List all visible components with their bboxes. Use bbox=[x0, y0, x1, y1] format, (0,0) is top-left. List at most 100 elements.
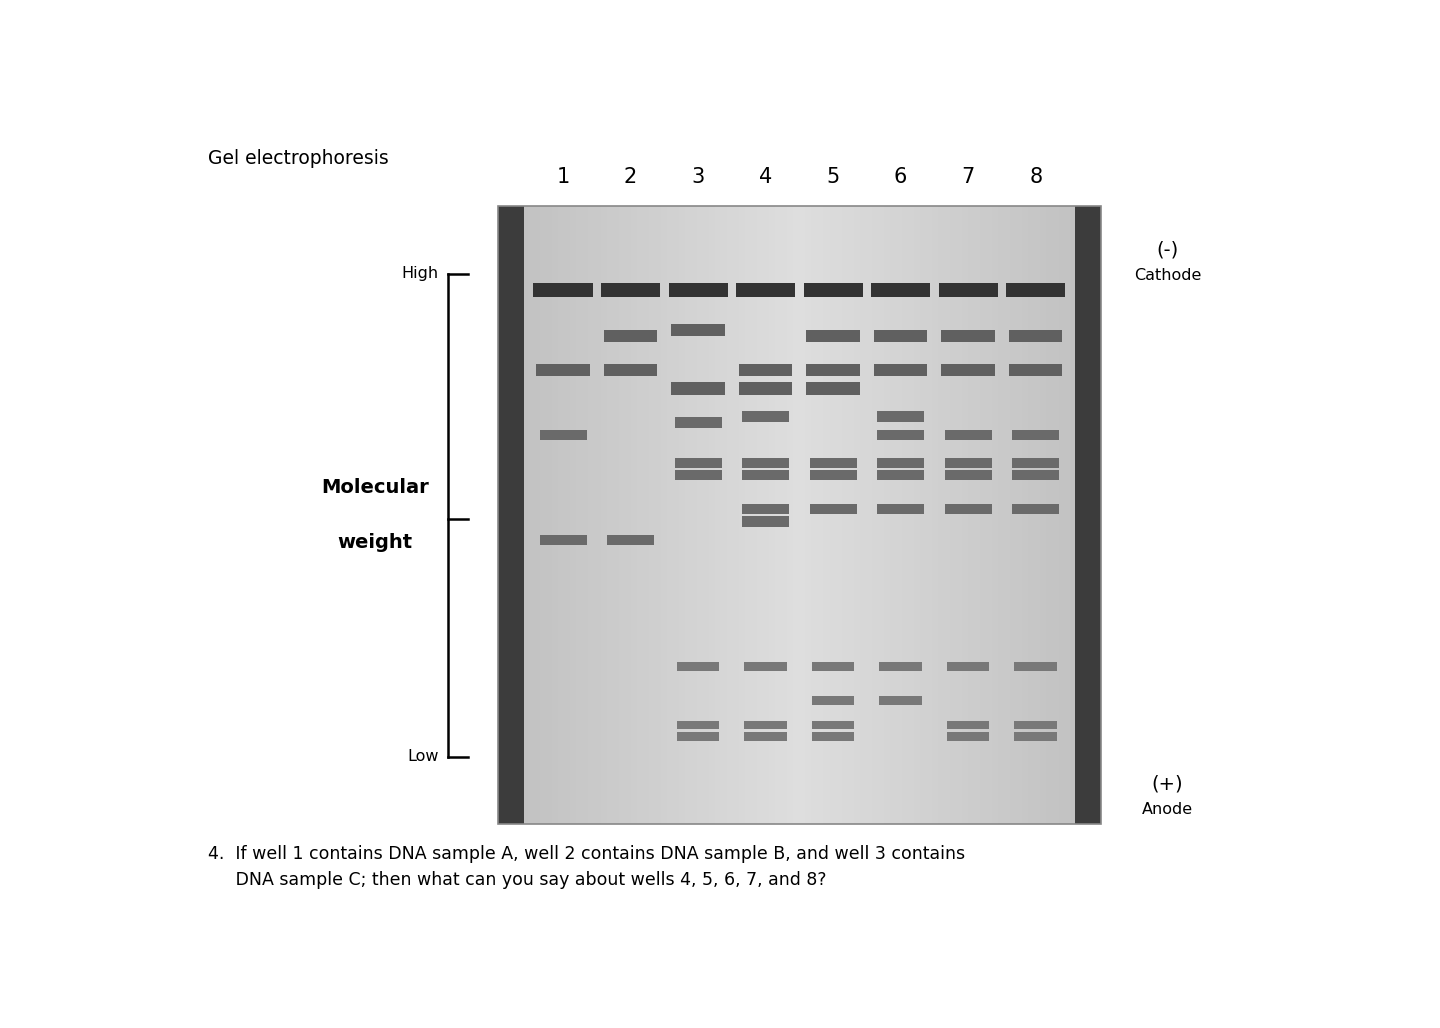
Bar bbox=[608, 535, 654, 545]
Bar bbox=[742, 411, 789, 421]
Bar bbox=[540, 430, 586, 440]
Bar bbox=[962, 207, 968, 823]
Bar bbox=[824, 207, 829, 823]
Bar bbox=[671, 382, 724, 395]
Bar bbox=[841, 207, 848, 823]
Bar bbox=[877, 470, 924, 480]
Bar bbox=[998, 207, 1004, 823]
Bar bbox=[880, 696, 922, 705]
Bar bbox=[523, 207, 528, 823]
Bar bbox=[742, 457, 789, 468]
Bar bbox=[619, 207, 625, 823]
Text: 4: 4 bbox=[759, 167, 772, 187]
Bar bbox=[757, 207, 763, 823]
Bar bbox=[546, 207, 553, 823]
Bar bbox=[742, 470, 789, 480]
Bar bbox=[721, 207, 727, 823]
Bar bbox=[1094, 207, 1100, 823]
Bar bbox=[677, 732, 720, 740]
Text: 1: 1 bbox=[556, 167, 570, 187]
Bar bbox=[890, 207, 896, 823]
Bar bbox=[945, 430, 992, 440]
Bar bbox=[1034, 207, 1041, 823]
Bar bbox=[677, 721, 720, 730]
Bar bbox=[973, 207, 981, 823]
Bar bbox=[986, 207, 992, 823]
Bar bbox=[945, 207, 950, 823]
Bar bbox=[782, 207, 788, 823]
Bar bbox=[805, 207, 811, 823]
Bar bbox=[648, 207, 655, 823]
Bar bbox=[536, 364, 590, 376]
Bar bbox=[752, 207, 757, 823]
Bar bbox=[510, 207, 516, 823]
Bar bbox=[1012, 430, 1060, 440]
Bar bbox=[1015, 732, 1057, 740]
Bar bbox=[896, 207, 901, 823]
Bar bbox=[1015, 721, 1057, 730]
Bar bbox=[948, 721, 989, 730]
Text: 3: 3 bbox=[691, 167, 704, 187]
Bar bbox=[612, 207, 619, 823]
Bar bbox=[1076, 207, 1100, 823]
Text: Cathode: Cathode bbox=[1133, 268, 1201, 283]
Bar bbox=[739, 382, 792, 395]
Bar bbox=[1064, 207, 1070, 823]
Bar bbox=[950, 207, 956, 823]
Bar bbox=[564, 207, 570, 823]
Bar bbox=[880, 662, 922, 671]
Bar bbox=[907, 207, 914, 823]
Bar bbox=[956, 207, 962, 823]
Text: 2: 2 bbox=[624, 167, 638, 187]
Bar bbox=[600, 207, 606, 823]
Bar bbox=[812, 732, 854, 740]
Bar bbox=[553, 207, 559, 823]
Bar bbox=[948, 732, 989, 740]
Bar bbox=[874, 364, 927, 376]
Bar bbox=[708, 207, 716, 823]
Bar bbox=[806, 382, 860, 395]
Bar bbox=[733, 207, 739, 823]
Text: weight: weight bbox=[338, 534, 413, 552]
Bar bbox=[504, 207, 510, 823]
Bar bbox=[540, 207, 546, 823]
Bar bbox=[1028, 207, 1034, 823]
Bar bbox=[668, 283, 727, 297]
Bar bbox=[806, 330, 860, 342]
Bar bbox=[937, 207, 945, 823]
Bar bbox=[775, 207, 782, 823]
Bar bbox=[528, 207, 534, 823]
Bar bbox=[812, 721, 854, 730]
Bar bbox=[829, 207, 835, 823]
Bar bbox=[942, 330, 995, 342]
Bar bbox=[540, 535, 586, 545]
Bar bbox=[818, 207, 824, 823]
Bar bbox=[498, 207, 1100, 823]
Text: Low: Low bbox=[408, 749, 439, 764]
Bar bbox=[582, 207, 589, 823]
Bar bbox=[1004, 207, 1011, 823]
Bar bbox=[742, 504, 789, 514]
Text: Anode: Anode bbox=[1142, 802, 1194, 817]
Bar bbox=[811, 207, 818, 823]
Bar bbox=[570, 207, 576, 823]
Bar bbox=[804, 283, 863, 297]
Bar bbox=[642, 207, 648, 823]
Bar bbox=[1009, 330, 1063, 342]
Bar bbox=[1041, 207, 1047, 823]
Bar bbox=[739, 364, 792, 376]
Bar bbox=[703, 207, 708, 823]
Bar bbox=[661, 207, 667, 823]
Bar bbox=[812, 662, 854, 671]
Bar bbox=[874, 330, 927, 342]
Bar bbox=[675, 417, 721, 428]
Bar bbox=[716, 207, 721, 823]
Bar bbox=[675, 457, 721, 468]
Bar bbox=[498, 207, 524, 823]
Bar bbox=[534, 207, 540, 823]
Text: 4.  If well 1 contains DNA sample A, well 2 contains DNA sample B, and well 3 co: 4. If well 1 contains DNA sample A, well… bbox=[207, 845, 965, 889]
Bar bbox=[809, 457, 857, 468]
Bar bbox=[926, 207, 932, 823]
Bar bbox=[932, 207, 937, 823]
Bar bbox=[727, 207, 733, 823]
